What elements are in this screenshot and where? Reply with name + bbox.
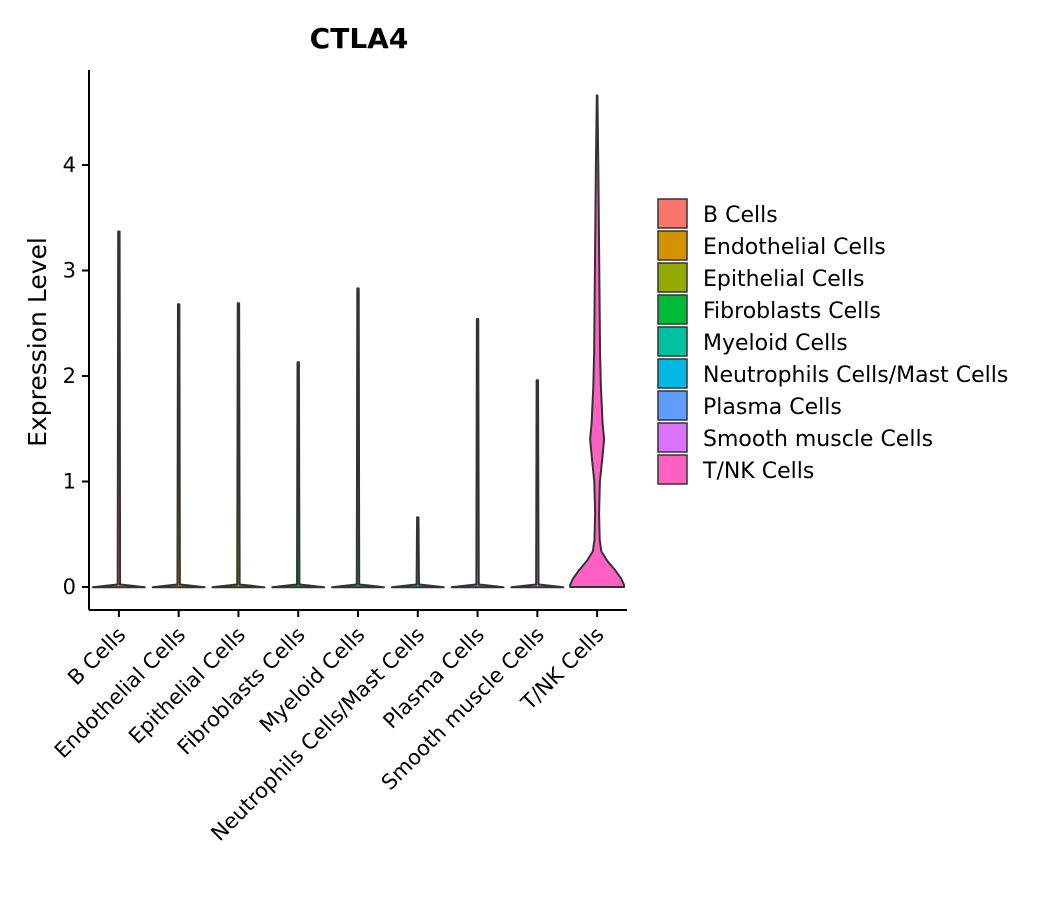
chart-title: CTLA4	[310, 22, 409, 55]
legend-label: T/NK Cells	[702, 459, 814, 484]
violin-5	[331, 287, 385, 589]
legend-swatch	[657, 390, 688, 421]
legend-swatch	[657, 230, 688, 261]
legend-swatch	[657, 198, 688, 229]
violin-3	[211, 302, 266, 589]
legend-label: Neutrophils Cells/Mast Cells	[703, 363, 1008, 388]
legend-label: Endothelial Cells	[703, 235, 886, 260]
legend-swatch	[657, 454, 688, 485]
y-axis-title: Expression Level	[23, 237, 52, 447]
legend-swatch	[657, 326, 688, 357]
y-tick-label: 0	[63, 575, 76, 599]
legend-label: Plasma Cells	[703, 395, 842, 420]
y-tick-label: 3	[63, 259, 76, 283]
violin-7	[450, 318, 505, 589]
legend-label: Fibroblasts Cells	[703, 299, 881, 324]
legend-swatch	[657, 422, 688, 453]
legend-label: B Cells	[703, 203, 778, 228]
legend-label: Epithelial Cells	[703, 267, 864, 292]
x-tick-label: Myeloid Cells	[255, 623, 370, 738]
legend-swatch	[657, 294, 688, 325]
y-tick-label: 2	[63, 364, 76, 388]
y-tick-label: 1	[63, 470, 76, 494]
legend-label: Myeloid Cells	[703, 331, 848, 356]
violin-8	[510, 379, 565, 589]
legend-swatch	[657, 262, 688, 293]
y-tick-label: 4	[63, 153, 76, 177]
violin-9	[569, 94, 626, 588]
violin-1	[91, 230, 146, 589]
legend-swatch	[657, 358, 688, 389]
legend: B Cells Endothelial Cells Epithelial Cells…	[657, 198, 1008, 485]
violin-6	[390, 516, 445, 589]
legend-label: Smooth muscle Cells	[703, 427, 933, 452]
violin-4	[271, 361, 326, 589]
violin-2	[151, 303, 206, 589]
